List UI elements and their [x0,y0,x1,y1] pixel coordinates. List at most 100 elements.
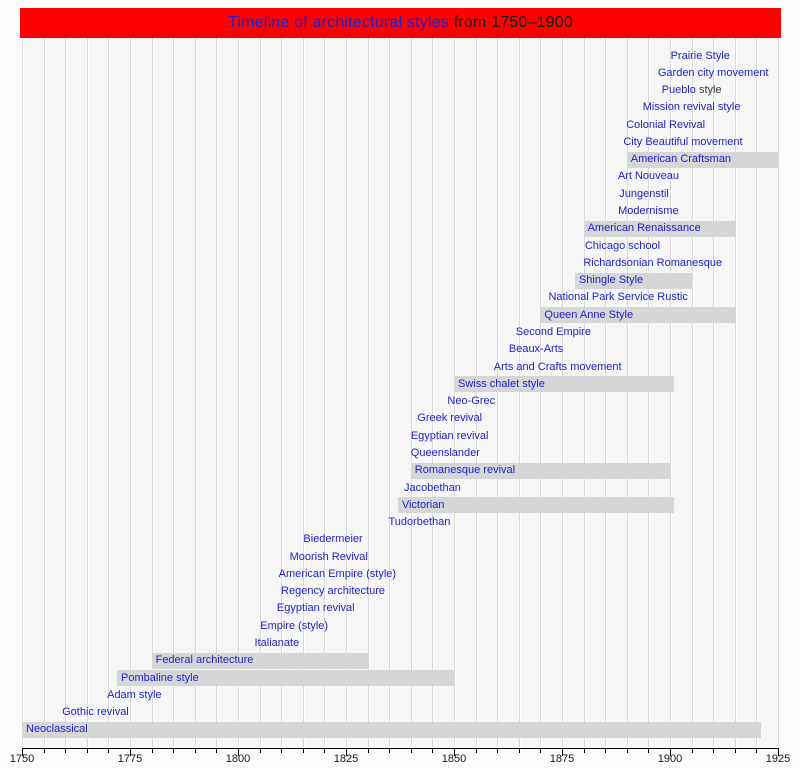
style-label-link[interactable]: Neo-Grec [447,395,496,408]
style-label[interactable]: Jungenstil [619,186,669,203]
style-label[interactable]: Garden city movement [658,65,769,82]
style-label-link[interactable]: Swiss chalet style [458,377,545,390]
style-label[interactable]: Tudorbethan [388,514,450,531]
style-label[interactable]: Queen Anne Style [544,307,633,324]
axis-minor-tick [86,749,88,753]
style-label-link[interactable]: Prairie Style [670,49,730,62]
style-label-link[interactable]: Garden city movement [657,66,769,79]
style-label-link[interactable]: Tudorbethan [388,516,451,529]
style-label-link[interactable]: Jacobethan [403,481,461,494]
style-label[interactable]: Queenslander [411,445,480,462]
style-label-link[interactable]: Art Nouveau [617,170,679,183]
style-label[interactable]: Italianate [255,635,300,652]
style-label[interactable]: Regency architecture [281,583,385,600]
style-label[interactable]: Egyptian revival [277,600,355,617]
style-label-link[interactable]: Regency architecture [281,585,386,598]
grid-line [475,38,477,748]
style-label[interactable]: Neo-Grec [447,393,495,410]
style-label-link[interactable]: Victorian [401,498,445,511]
grid-line [324,38,326,748]
style-label[interactable]: Pueblo style [662,82,722,99]
style-label[interactable]: Beaux-Arts [509,341,563,358]
style-label[interactable]: Arts and Crafts movement [494,359,622,376]
axis-minor-tick [583,749,585,753]
grid-line [540,38,542,748]
style-label-link[interactable]: Egyptian revival [276,602,355,615]
style-label-link[interactable]: City Beautiful movement [623,135,743,148]
style-label-link[interactable]: Gothic revival [62,706,129,719]
style-label-link[interactable]: Beaux-Arts [508,343,564,356]
style-label-link[interactable]: Shingle Style [578,274,644,287]
style-label[interactable]: National Park Service Rustic [548,289,687,306]
grid-line [518,38,520,748]
style-label[interactable]: Federal architecture [156,652,254,669]
style-label-link[interactable]: Queenslander [410,446,480,459]
style-label[interactable]: Chicago school [585,238,660,255]
style-label-link[interactable]: Second Empire [515,325,591,338]
grid-line [562,38,563,748]
title-link[interactable]: Timeline of architectural styles [228,14,449,31]
axis-major-tick [346,749,347,756]
style-label[interactable]: Moorish Revival [290,549,368,566]
style-label[interactable]: Romanesque revival [415,462,515,479]
style-label-link[interactable]: American Renaissance [587,222,701,235]
grid-line [778,38,779,748]
style-label[interactable]: Neoclassical [26,721,88,738]
style-label[interactable]: Adam style [107,687,161,704]
style-label-link[interactable]: Pombaline style [121,671,199,684]
style-label[interactable]: Prairie Style [671,48,730,65]
style-label[interactable]: Gothic revival [62,704,129,721]
style-label-link[interactable]: National Park Service Rustic [548,291,688,304]
style-label-link[interactable]: Romanesque revival [414,464,516,477]
style-label[interactable]: Swiss chalet style [458,376,545,393]
style-label[interactable]: American Empire (style) [279,566,396,583]
style-label-link[interactable]: American Craftsman [630,153,732,166]
grid-line [22,38,23,748]
axis-minor-tick [626,749,628,753]
style-label-link[interactable]: Adam style [107,688,162,701]
style-label[interactable]: Empire (style) [260,618,328,635]
axis-major-tick [454,749,455,756]
grid-line [583,38,585,748]
style-label-link[interactable]: Chicago school [584,239,661,252]
axis-minor-tick [259,749,261,753]
style-label[interactable]: Richardsonian Romanesque [583,255,722,272]
style-label[interactable]: Greek revival [417,410,482,427]
style-label[interactable]: Second Empire [516,324,591,341]
style-label-link[interactable]: Jungenstil [619,187,669,200]
style-label[interactable]: City Beautiful movement [623,134,742,151]
style-label[interactable]: Colonial Revival [626,117,705,134]
style-label-link[interactable]: Biedermeier [303,533,363,546]
style-label-link[interactable]: Pueblo [661,84,696,97]
axis-major-tick [562,749,563,756]
style-label-link[interactable]: Empire (style) [260,619,329,632]
style-label-link[interactable]: American Empire (style) [278,567,397,580]
style-label-link[interactable]: Richardsonian Romanesque [583,256,723,269]
style-label-link[interactable]: Federal architecture [155,654,254,667]
axis-minor-tick [151,749,153,753]
grid-line [454,38,455,748]
style-label-link[interactable]: Queen Anne Style [544,308,634,321]
style-label[interactable]: Mission revival style [643,99,741,116]
style-label[interactable]: Jacobethan [404,480,461,497]
style-label[interactable]: Egyptian revival [411,428,489,445]
style-label[interactable]: Biedermeier [303,531,362,548]
style-label-link[interactable]: Egyptian revival [410,429,489,442]
style-label-link[interactable]: Modernisme [618,205,679,218]
style-label-link[interactable]: Mission revival style [642,101,741,114]
style-label[interactable]: Modernisme [618,203,679,220]
style-label[interactable]: Art Nouveau [618,168,679,185]
axis-minor-tick [65,749,67,753]
style-label-link[interactable]: Colonial Revival [626,118,706,131]
timeline-bar [410,462,670,479]
style-label[interactable]: Pombaline style [121,670,199,687]
style-label[interactable]: American Renaissance [588,220,701,237]
style-label-link[interactable]: Italianate [254,637,300,650]
style-label[interactable]: Victorian [402,497,445,514]
style-label[interactable]: Shingle Style [579,272,643,289]
style-label[interactable]: American Craftsman [631,151,731,168]
style-label-link[interactable]: Neoclassical [26,723,88,736]
style-label-link[interactable]: Arts and Crafts movement [493,360,622,373]
style-label-link[interactable]: Greek revival [417,412,483,425]
style-label-link[interactable]: Moorish Revival [289,550,368,563]
